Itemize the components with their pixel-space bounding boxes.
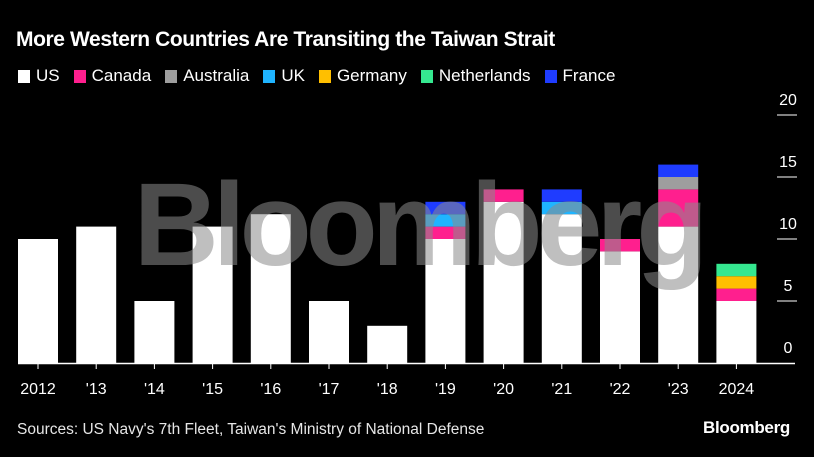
bar-us-17 (309, 301, 349, 363)
bar-us-23 (658, 226, 699, 363)
legend-item-uk: UK (263, 66, 305, 86)
bar-us-20 (483, 201, 524, 363)
bar-us-2012 (18, 239, 58, 363)
x-tick-label: '14 (144, 381, 165, 398)
bar-canada-20 (483, 189, 524, 202)
x-tick-label: '19 (435, 381, 456, 398)
legend-item-netherlands: Netherlands (420, 66, 531, 86)
bar-france-23 (658, 164, 699, 177)
legend-label: UK (281, 66, 305, 85)
bar-us-14 (134, 301, 175, 363)
x-tick-label: '23 (668, 381, 689, 398)
bar-canada-19 (425, 226, 466, 239)
bar-australia-23 (658, 177, 699, 190)
x-tick-label: 2024 (719, 381, 755, 398)
legend-swatch (420, 69, 433, 83)
x-tick-label: '18 (377, 381, 398, 398)
legend-swatch (73, 69, 86, 83)
legend-swatch (165, 69, 178, 83)
legend-swatch (263, 69, 276, 83)
x-tick-label: 2012 (20, 381, 56, 398)
legend-swatch (18, 69, 30, 83)
legend-item-france: France (544, 66, 616, 86)
chart-title: More Western Countries Are Transiting th… (16, 28, 555, 51)
x-tick-label: '22 (610, 381, 631, 398)
legend-swatch (544, 69, 557, 83)
legend-label: Australia (183, 66, 250, 85)
bloomberg-logo: Bloomberg (702, 418, 790, 437)
x-tick-label: '21 (551, 381, 572, 398)
legend-item-germany: Germany (318, 66, 407, 86)
legend-item-canada: Canada (73, 66, 152, 86)
bar-us-2024 (716, 301, 757, 363)
y-tick-label: 20 (779, 92, 797, 109)
x-tick-label: '15 (202, 381, 223, 398)
y-tick-label: 15 (779, 154, 797, 171)
bar-canada-2024 (716, 288, 757, 301)
x-tick-label: '17 (319, 381, 340, 398)
x-tick-label: '20 (493, 381, 514, 398)
x-tick-label: '16 (260, 381, 281, 398)
legend-label: US (36, 66, 60, 85)
x-tick-label: '13 (86, 381, 107, 398)
y-tick-label: 10 (779, 216, 797, 233)
legend-label: Canada (91, 66, 152, 85)
bar-us-19 (425, 239, 466, 363)
y-tick-label: 5 (784, 278, 793, 295)
y-tick-label: 0 (784, 340, 793, 357)
watermark-text: Bloomberg (134, 159, 703, 291)
legend-item-us: US (18, 66, 60, 86)
legend-swatch (318, 69, 331, 83)
bar-france-21 (541, 189, 582, 202)
bar-uk-19 (425, 214, 466, 227)
chart-legend: US Canada Australia UK Germany Netherlands Fra… (18, 66, 615, 86)
bar-us-15 (192, 226, 233, 363)
legend-label: France (562, 66, 616, 85)
bar-us-13 (76, 226, 117, 363)
legend-item-australia: Australia (165, 66, 249, 86)
bar-us-21 (541, 214, 582, 363)
bar-us-18 (367, 325, 408, 363)
bar-us-16 (250, 214, 291, 363)
bar-france-19 (425, 201, 466, 215)
source-note: Sources: US Navy's 7th Fleet, Taiwan's M… (17, 421, 485, 438)
bar-netherlands-2024 (716, 263, 757, 277)
bar-germany-2024 (716, 276, 757, 289)
bar-canada-23 (658, 189, 699, 227)
bar-uk-21 (541, 201, 582, 215)
legend-label: Netherlands (438, 66, 531, 85)
bar-canada-22 (600, 239, 640, 252)
legend-label: Germany (336, 66, 407, 85)
bar-us-22 (600, 251, 640, 363)
